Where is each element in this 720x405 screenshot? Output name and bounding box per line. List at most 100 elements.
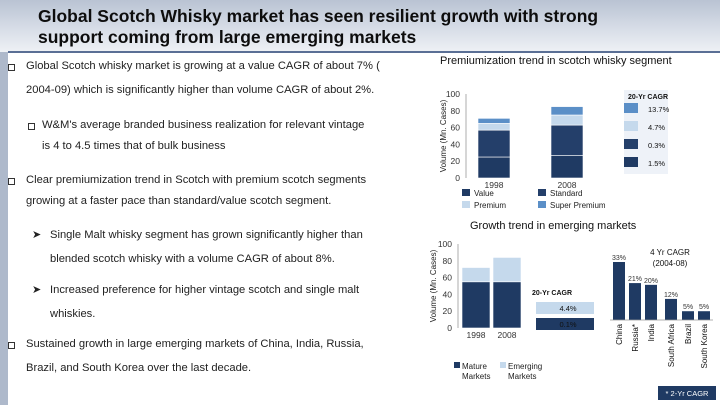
x-tick-label: 2008: [558, 180, 577, 190]
bar-segment: [550, 124, 584, 156]
market-bar: [613, 262, 625, 320]
y-tick-label: 40: [451, 139, 461, 149]
y-axis-label: Volume (Mn. Cases): [439, 99, 448, 172]
market-bar-label: 20%: [644, 278, 658, 285]
x-tick-label: 1998: [485, 180, 504, 190]
cagr-swatch: [624, 121, 638, 131]
bullet-6-line-1: Sustained growth in large emerging marke…: [26, 338, 364, 350]
market-bar: [645, 284, 657, 320]
market-bar-label: 33%: [612, 255, 626, 262]
market-bar: [698, 311, 710, 320]
cagr-value: 0.3%: [648, 141, 665, 150]
bullet-5-line-1: Increased preference for higher vintage …: [50, 284, 360, 296]
y-tick-label: 60: [451, 123, 461, 133]
chart-1-title: Premiumization trend in scotch whisky se…: [440, 55, 672, 67]
bullet-square-icon: [8, 342, 15, 349]
sidebar-band: [0, 52, 8, 405]
market-bar: [665, 298, 677, 320]
title-line-1: Global Scotch Whisky market has seen res…: [38, 6, 599, 26]
cagr-value: 4.7%: [648, 123, 665, 132]
market-bar-label: 21%: [628, 276, 642, 283]
arrow-bullet-icon: ➤: [32, 229, 42, 241]
slide-title: Global Scotch Whisky market has seen res…: [38, 6, 698, 48]
legend-swatch: [500, 362, 506, 368]
bullet-4-line-2: blended scotch whisky with a volume CAGR…: [50, 253, 335, 265]
market-category-label: Russia*: [631, 324, 640, 352]
bullet-square-icon: [8, 178, 15, 185]
market-cagr-title-line-2: (2004-08): [653, 259, 688, 268]
cagr-header: 20-Yr CAGR: [532, 290, 572, 297]
arrow-bullet-icon: ➤: [32, 284, 42, 296]
bullet-4-line-1: Single Malt whisky segment has grown sig…: [50, 229, 363, 241]
bar-segment: [461, 267, 491, 283]
bar-segment: [550, 114, 584, 126]
x-tick-label: 2008: [498, 330, 517, 340]
cagr-value: 13.7%: [648, 105, 670, 114]
legend-label: Value: [474, 189, 494, 198]
y-axis-label: Volume (Mn. Cases): [429, 249, 438, 322]
cagr-value: 1.5%: [648, 159, 665, 168]
market-bar-label: 5%: [683, 304, 693, 311]
market-cagr-title-line-1: 4 Yr CAGR: [650, 248, 690, 257]
bullet-3-line-1: Clear premiumization trend in Scotch wit…: [26, 174, 367, 186]
y-tick-label: 20: [451, 156, 461, 166]
bullet-3-line-2: growing at a faster pace than standard/v…: [26, 195, 332, 207]
legend-label: Markets: [508, 372, 536, 381]
chart-2-title: Growth trend in emerging markets: [470, 220, 637, 232]
legend-label: Emerging: [508, 362, 542, 371]
chart-1-premiumization: Volume (Mn. Cases) 0 20 40 60 80 100 1998 2008 20…: [439, 89, 670, 210]
cagr-swatch: [624, 103, 638, 113]
bar-segment: [477, 118, 511, 124]
legend-swatch: [462, 201, 470, 208]
cagr-swatch: [624, 157, 638, 167]
legend-swatch: [454, 362, 460, 368]
y-tick-label: 60: [443, 273, 453, 283]
chart-2-emerging-markets: Volume (Mn. Cases) 0 20 40 60 80 100 1998 2008 20…: [429, 239, 716, 400]
legend-label: Premium: [474, 201, 506, 210]
bar-segment: [461, 281, 491, 329]
bar-segment: [550, 155, 584, 179]
y-tick-label: 0: [455, 173, 460, 183]
market-category-label: Brazil: [684, 324, 693, 344]
bar-segment: [477, 123, 511, 131]
cagr-swatch: [624, 139, 638, 149]
legend-label: Standard: [550, 189, 582, 198]
legend-label: Super Premium: [550, 201, 606, 210]
footnote-text: * 2-Yr CAGR: [666, 389, 710, 398]
bullet-square-icon: [28, 123, 35, 130]
legend-swatch: [538, 201, 546, 208]
market-bar: [629, 283, 641, 320]
y-tick-label: 40: [443, 289, 453, 299]
bullet-square-icon: [8, 64, 15, 71]
market-category-label: India: [647, 323, 656, 341]
bar-segment: [550, 106, 584, 116]
legend-swatch: [538, 189, 546, 196]
market-bar-label: 5%: [699, 304, 709, 311]
cagr-swatch: [536, 318, 594, 330]
cagr-header: 20-Yr CAGR: [628, 94, 668, 101]
bullet-2-line-2: is 4 to 4.5 times that of bulk business: [42, 140, 226, 152]
bullet-6-line-2: Brazil, and South Korea over the last de…: [26, 362, 252, 374]
market-bar-label: 12%: [664, 292, 678, 299]
title-line-2: support coming from large emerging marke…: [38, 27, 417, 47]
market-category-label: China: [615, 323, 624, 344]
bar-segment: [477, 156, 511, 179]
y-tick-label: 100: [438, 239, 452, 249]
market-category-label: South Africa: [667, 323, 676, 367]
footnote-box: [658, 386, 716, 400]
bar-segment: [477, 129, 511, 158]
x-tick-label: 1998: [467, 330, 486, 340]
bullet-1-line-2: 2004-09) which is significantly higher t…: [26, 84, 375, 96]
y-tick-label: 80: [451, 106, 461, 116]
y-tick-label: 0: [447, 323, 452, 333]
y-tick-label: 20: [443, 306, 453, 316]
cagr-value: 4.4%: [559, 304, 576, 313]
title-rule: [8, 51, 720, 53]
bullet-5-line-2: whiskies.: [50, 308, 96, 320]
bar-segment: [492, 257, 522, 283]
legend-label: Mature: [462, 362, 487, 371]
bullet-1-line-1: Global Scotch whisky market is growing a…: [26, 60, 380, 72]
cagr-value: 0.1%: [559, 320, 576, 329]
legend-label: Markets: [462, 372, 490, 381]
market-category-label: South Korea: [700, 323, 709, 368]
